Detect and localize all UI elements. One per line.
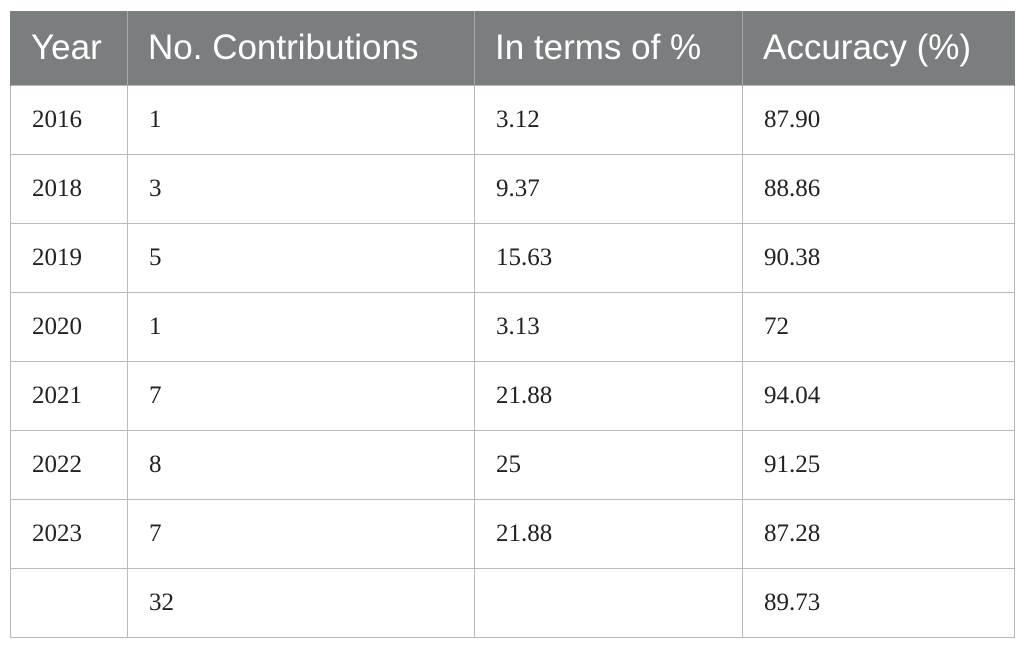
cell-accuracy: 72 xyxy=(742,291,1015,362)
cell-percent: 9.37 xyxy=(474,153,743,224)
cell-year: 2023 xyxy=(10,498,128,569)
cell-contributions: 1 xyxy=(127,84,475,155)
cell-contributions: 1 xyxy=(127,291,475,362)
cell-percent: 15.63 xyxy=(474,222,743,293)
header-accuracy: Accuracy (%) xyxy=(742,11,1015,85)
table-row: 2021 7 21.88 94.04 xyxy=(10,360,1015,431)
cell-percent: 21.88 xyxy=(474,498,743,569)
cell-year: 2016 xyxy=(10,84,128,155)
cell-accuracy: 88.86 xyxy=(742,153,1015,224)
contributions-table: Year No. Contributions In terms of % Acc… xyxy=(10,11,1015,638)
cell-total-contributions: 32 xyxy=(127,567,475,638)
cell-year: 2019 xyxy=(10,222,128,293)
cell-year: 2021 xyxy=(10,360,128,431)
total-row: 32 89.73 xyxy=(10,567,1015,638)
table-row: 2019 5 15.63 90.38 xyxy=(10,222,1015,293)
cell-contributions: 7 xyxy=(127,360,475,431)
header-in-terms-of-percent: In terms of % xyxy=(474,11,743,85)
cell-accuracy: 87.28 xyxy=(742,498,1015,569)
contributions-table-container: Year No. Contributions In terms of % Acc… xyxy=(10,11,1015,638)
table-row: 2016 1 3.12 87.90 xyxy=(10,84,1015,155)
cell-percent: 21.88 xyxy=(474,360,743,431)
cell-percent: 3.12 xyxy=(474,84,743,155)
cell-year: 2022 xyxy=(10,429,128,500)
header-no-contributions: No. Contributions xyxy=(127,11,475,85)
table-body: 2016 1 3.12 87.90 2018 3 9.37 88.86 2019… xyxy=(10,84,1015,638)
cell-average-accuracy: 89.73 xyxy=(742,567,1015,638)
cell-percent: 25 xyxy=(474,429,743,500)
table-row: 2023 7 21.88 87.28 xyxy=(10,498,1015,569)
table-row: 2018 3 9.37 88.86 xyxy=(10,153,1015,224)
cell-contributions: 7 xyxy=(127,498,475,569)
cell-contributions: 3 xyxy=(127,153,475,224)
cell-contributions: 5 xyxy=(127,222,475,293)
header-year: Year xyxy=(10,11,128,85)
cell-year: 2018 xyxy=(10,153,128,224)
cell-accuracy: 90.38 xyxy=(742,222,1015,293)
cell-year: 2020 xyxy=(10,291,128,362)
cell-year xyxy=(10,567,128,638)
cell-percent xyxy=(474,567,743,638)
cell-accuracy: 87.90 xyxy=(742,84,1015,155)
table-header: Year No. Contributions In terms of % Acc… xyxy=(10,11,1015,85)
cell-accuracy: 94.04 xyxy=(742,360,1015,431)
header-row: Year No. Contributions In terms of % Acc… xyxy=(10,11,1015,85)
table-row: 2022 8 25 91.25 xyxy=(10,429,1015,500)
cell-percent: 3.13 xyxy=(474,291,743,362)
table-row: 2020 1 3.13 72 xyxy=(10,291,1015,362)
cell-accuracy: 91.25 xyxy=(742,429,1015,500)
cell-contributions: 8 xyxy=(127,429,475,500)
